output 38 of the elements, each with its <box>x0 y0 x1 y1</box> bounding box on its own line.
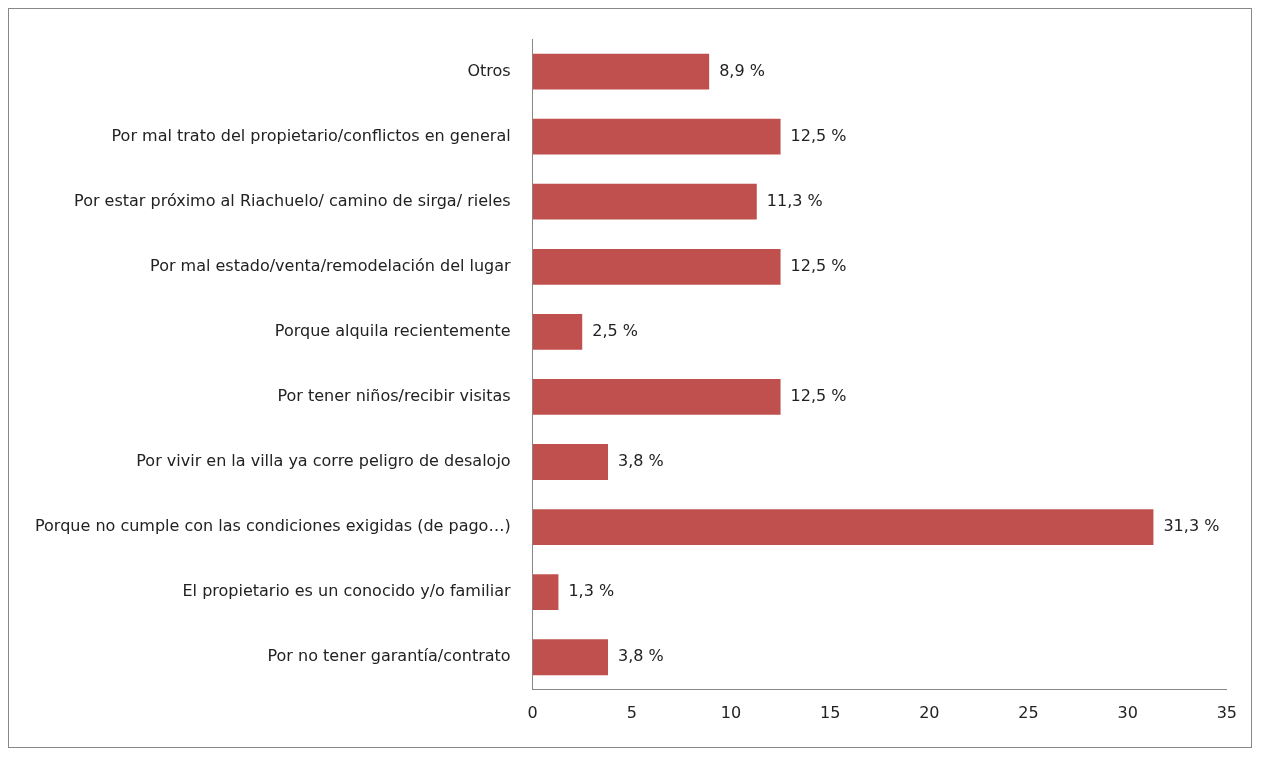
data-label: 2,5 % <box>592 321 638 341</box>
x-tick-label: 5 <box>626 702 637 722</box>
bar <box>532 444 609 480</box>
bar <box>532 183 757 220</box>
data-label: 12,5 % <box>790 125 847 145</box>
y-tick-label: Por tener niños/recibir visitas <box>277 386 511 406</box>
y-tick-label: El propietario es un conocido y/o familiar <box>182 581 512 601</box>
bar <box>532 509 1154 545</box>
bar <box>532 313 583 350</box>
x-tick-label: 15 <box>819 702 841 722</box>
y-tick-label: Por mal trato del propietario/conflictos en general <box>111 125 511 145</box>
y-tick-label: Otros <box>467 60 511 80</box>
bar <box>532 248 781 285</box>
x-tick-label: 35 <box>1216 702 1237 722</box>
y-tick-label: Porque no cumple con las condiciones exigidas (de pago…) <box>34 516 511 536</box>
bar <box>532 639 609 676</box>
x-tick-label: 25 <box>1018 702 1039 722</box>
data-label: 1,3 % <box>568 581 615 601</box>
y-tick-label: Por mal estado/venta/remodelación del lugar <box>150 255 512 275</box>
y-tick-label: Porque alquila recientemente <box>274 321 511 341</box>
data-label: 3,8 % <box>618 451 664 471</box>
x-tick-label: 20 <box>919 702 940 722</box>
bar <box>532 379 781 415</box>
x-tick-label: 10 <box>720 702 742 722</box>
y-tick-label: Por estar próximo al Riachuelo/ camino de sirga/ rieles <box>74 190 511 210</box>
x-tick-label: 30 <box>1117 702 1138 722</box>
data-label: 31,3 % <box>1163 516 1220 536</box>
bar <box>532 118 781 155</box>
data-label: 8,9 % <box>719 60 765 80</box>
bar <box>532 574 559 611</box>
data-label: 12,5 % <box>790 255 847 275</box>
x-tick-label: 0 <box>527 702 538 722</box>
data-label: 3,8 % <box>618 646 664 666</box>
data-label: 11,3 % <box>766 190 823 210</box>
bar <box>532 53 710 90</box>
data-label: 12,5 % <box>790 386 847 406</box>
y-tick-label: Por vivir en la villa ya corre peligro de desalojo <box>136 451 511 471</box>
y-tick-label: Por no tener garantía/contrato <box>267 646 511 666</box>
